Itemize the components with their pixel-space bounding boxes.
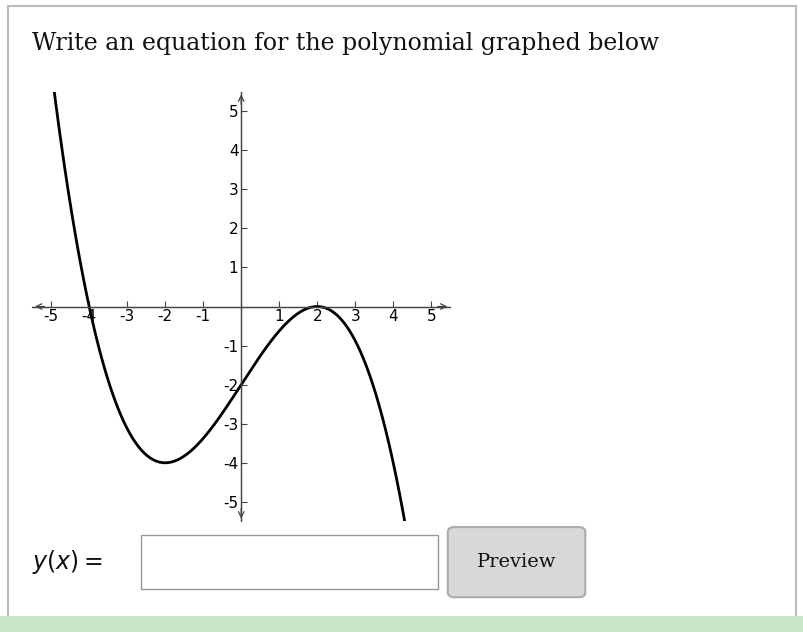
FancyBboxPatch shape [447, 527, 585, 597]
Bar [141, 535, 438, 589]
Bar [0, 616, 803, 632]
Text: $y(x) =$: $y(x) =$ [32, 549, 103, 576]
Text: Preview: Preview [477, 554, 556, 571]
Text: Write an equation for the polynomial graphed below: Write an equation for the polynomial gra… [32, 32, 658, 54]
